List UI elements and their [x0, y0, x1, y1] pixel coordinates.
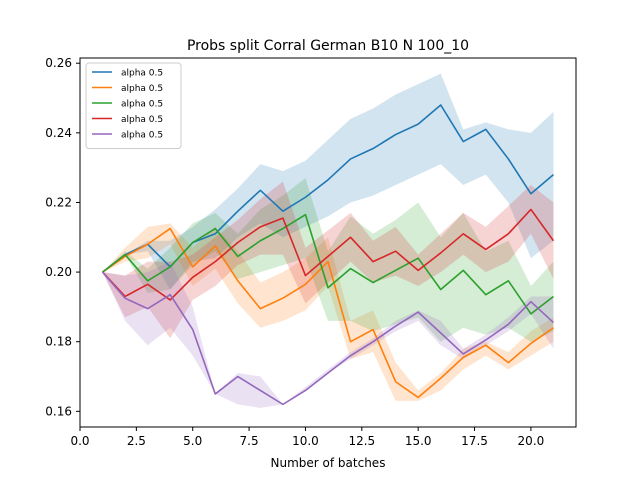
y-tick-label: 0.22 [45, 195, 72, 209]
y-tick-label: 0.20 [45, 265, 72, 279]
x-tick-label: 17.5 [461, 434, 488, 448]
x-tick-label: 7.5 [240, 434, 259, 448]
series-3-band [102, 178, 554, 342]
series-5-band [102, 261, 554, 408]
series-4-band [102, 181, 554, 339]
x-axis: 0.0 2.5 5.0 7.5 10.0 12.5 15.0 17.5 20.0 [70, 427, 544, 448]
x-tick-label: 10.0 [292, 434, 319, 448]
x-tick-label: 2.5 [127, 434, 146, 448]
y-tick-label: 0.24 [45, 126, 72, 140]
legend-label: alpha 0.5 [121, 131, 163, 141]
y-tick-label: 0.18 [45, 335, 72, 349]
x-axis-label: Number of batches [271, 456, 386, 470]
legend-label: alpha 0.5 [121, 115, 163, 125]
plot-frame [79, 57, 577, 428]
series-2-line [102, 227, 554, 399]
chart-title: Probs split Corral German B10 N 100_10 [187, 38, 469, 54]
series-2-band [102, 223, 554, 401]
legend-label: alpha 0.5 [121, 84, 163, 94]
x-tick-label: 0.0 [70, 434, 89, 448]
confidence-bands [102, 73, 554, 408]
legend-box [85, 62, 182, 149]
x-tick-label: 5.0 [183, 434, 202, 448]
y-tick-label: 0.16 [45, 404, 72, 418]
series-5-line [101, 271, 554, 406]
legend-label: alpha 0.5 [121, 100, 163, 110]
legend-label: alpha 0.5 [121, 69, 163, 79]
series-4-line [101, 208, 555, 301]
series-1-band [102, 73, 554, 290]
y-tick-label: 0.26 [45, 56, 72, 70]
y-axis: 0.16 0.18 0.20 0.22 0.24 0.26 [45, 56, 80, 418]
x-tick-label: 20.0 [518, 434, 545, 448]
series-lines [101, 104, 555, 406]
series-3-line [102, 213, 554, 315]
x-tick-label: 12.5 [348, 434, 375, 448]
x-tick-label: 15.0 [405, 434, 432, 448]
legend: alpha 0.5 alpha 0.5 alpha 0.5 alpha 0.5 alph… [85, 62, 182, 149]
